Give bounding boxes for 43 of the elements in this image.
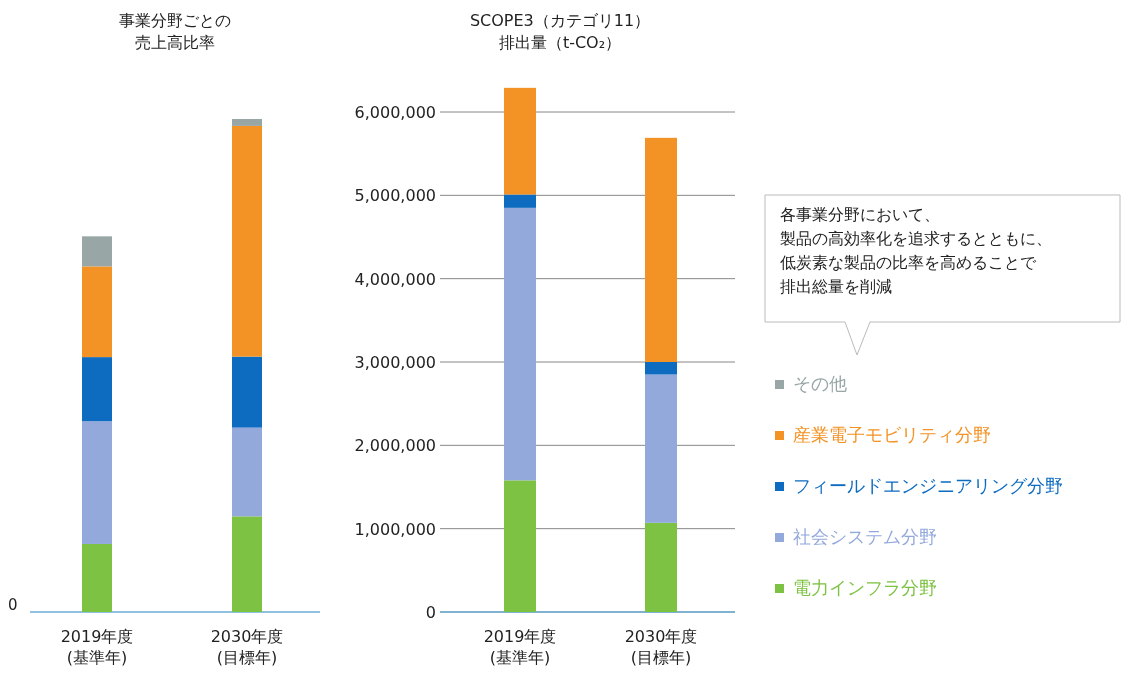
- legend-label: 産業電子モビリティ分野: [793, 424, 991, 445]
- bar: [82, 543, 112, 612]
- bar: [82, 421, 112, 544]
- text: 0: [8, 596, 18, 614]
- text: 排出総量を削減: [780, 278, 892, 296]
- y-tick-label: 2,000,000: [354, 436, 436, 456]
- bar: [82, 236, 112, 267]
- bar: [232, 356, 262, 428]
- legend-label: その他: [793, 373, 847, 394]
- bar: [504, 480, 536, 612]
- legend-label: 社会システム分野: [793, 526, 937, 547]
- bar: [645, 522, 677, 612]
- x-tick-label: 2030年度 (目標年): [624, 627, 698, 667]
- x-tick-label: 2019年度 (基準年): [60, 627, 134, 667]
- text: 製品の高効率化を追求するとともに、: [780, 230, 1052, 248]
- x-tick-label: 2030年度 (目標年): [210, 627, 284, 667]
- legend-label: 電力インフラ分野: [793, 577, 937, 598]
- text: 各事業分野において、: [780, 206, 940, 224]
- chart-subtitle: 売上高比率: [135, 33, 215, 52]
- y-tick-label: 0: [425, 603, 436, 622]
- y-tick-label: 1,000,000: [354, 519, 436, 539]
- bar: [645, 137, 677, 362]
- bar: [232, 516, 262, 612]
- bar: [82, 266, 112, 358]
- x-tick-label: 2019年度 (基準年): [483, 627, 557, 667]
- y-tick-label: 4,000,000: [354, 269, 436, 289]
- bar: [645, 374, 677, 523]
- bar: [232, 427, 262, 517]
- chart-title: SCOPE3（カテゴリ11）: [469, 11, 651, 30]
- legend-label: フィールドエンジニアリング分野: [793, 475, 1063, 496]
- chart-title: 事業分野ごとの: [119, 11, 231, 30]
- bar: [504, 194, 536, 208]
- y-tick-label: 3,000,000: [354, 353, 436, 372]
- bar: [504, 207, 536, 481]
- bar: [82, 357, 112, 422]
- chart-subtitle: 排出量（t-CO₂）: [498, 33, 622, 52]
- bar: [645, 362, 677, 375]
- bar: [232, 125, 262, 357]
- text: 低炭素な製品の比率を高めることで: [780, 254, 1037, 272]
- bar: [504, 87, 536, 195]
- y-tick-label: 6,000,000: [354, 103, 436, 122]
- y-tick-label: 5,000,000: [354, 186, 436, 206]
- bar: [232, 119, 262, 126]
